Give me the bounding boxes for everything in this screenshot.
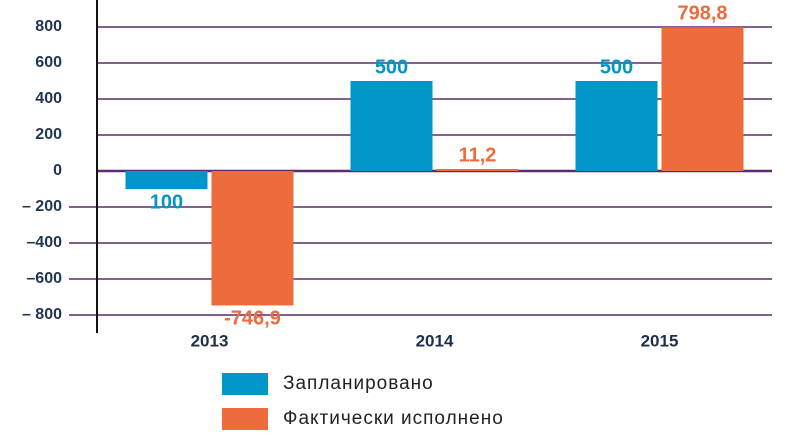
y-tick-label: 0 — [53, 162, 62, 179]
bar — [575, 81, 658, 171]
value-label: 11,2 — [459, 144, 497, 166]
legend-swatch — [222, 373, 268, 395]
y-tick-label: 800 — [35, 18, 62, 35]
y-tick-label: –400 — [26, 234, 62, 251]
legend-label: Запланировано — [283, 373, 434, 394]
value-label: 500 — [600, 56, 633, 78]
value-label: 500 — [375, 56, 408, 78]
y-tick-label: – 200 — [22, 198, 62, 215]
y-tick-label: 600 — [35, 54, 62, 71]
value-label: -746,9 — [224, 308, 281, 330]
y-tick-label: – 800 — [22, 306, 62, 323]
x-tick-label: 2015 — [641, 331, 679, 350]
legend-swatch — [222, 408, 268, 430]
x-tick-label: 2014 — [416, 331, 454, 350]
bar — [211, 171, 294, 306]
y-tick-label: 200 — [35, 126, 62, 143]
value-label: 798,8 — [677, 2, 727, 24]
bar — [350, 81, 433, 171]
y-tick-label: 400 — [35, 90, 62, 107]
legend-label: Фактически исполнено — [283, 408, 504, 429]
value-label: 100 — [150, 191, 183, 213]
x-tick-label: 2013 — [191, 331, 229, 350]
y-tick-label: –600 — [26, 270, 62, 287]
bar — [436, 168, 519, 171]
bar — [661, 27, 744, 171]
bar — [125, 171, 208, 189]
